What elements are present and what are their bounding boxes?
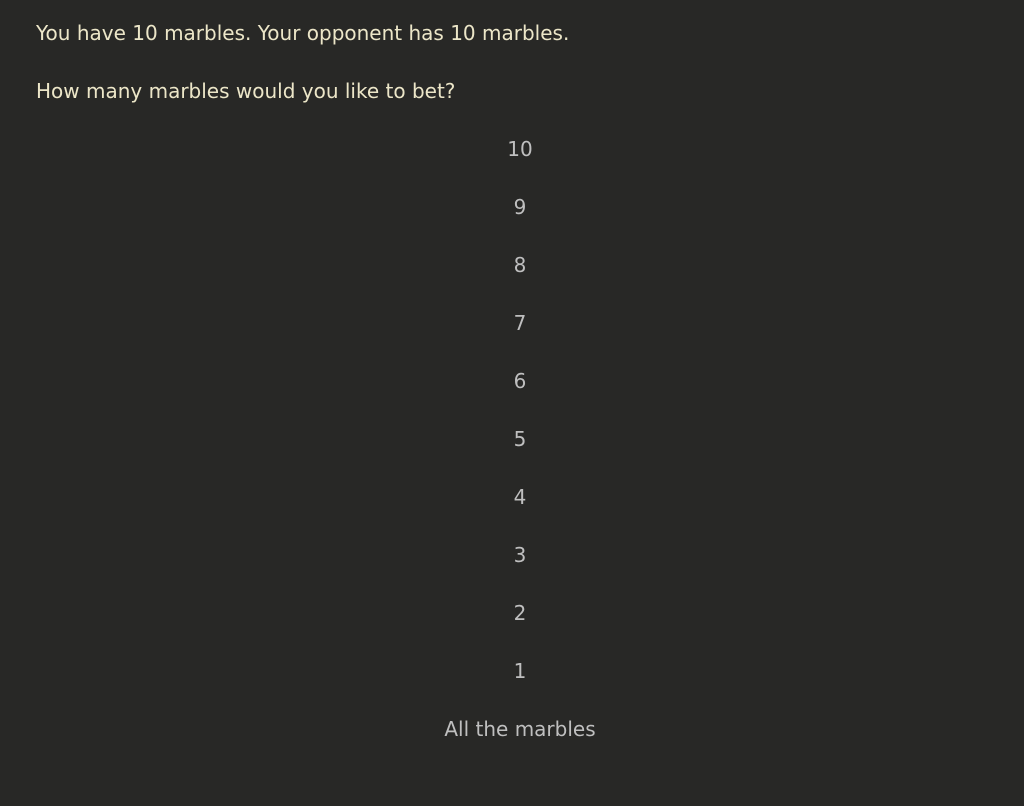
bet-option-7[interactable]: 7 xyxy=(513,311,527,335)
bet-option-8[interactable]: 8 xyxy=(513,253,527,277)
bet-option-1[interactable]: 1 xyxy=(513,659,527,683)
bet-options-list: 10 9 8 7 6 5 4 3 2 1 All the marbles xyxy=(36,120,1004,758)
bet-option-9[interactable]: 9 xyxy=(513,195,527,219)
bet-question: How many marbles would you like to bet? xyxy=(36,79,456,103)
bet-option-4[interactable]: 4 xyxy=(513,485,527,509)
bet-option-6[interactable]: 6 xyxy=(513,369,527,393)
bet-option-10[interactable]: 10 xyxy=(507,137,533,161)
bet-option-all-the-marbles[interactable]: All the marbles xyxy=(444,717,596,741)
bet-option-2[interactable]: 2 xyxy=(513,601,527,625)
bet-option-5[interactable]: 5 xyxy=(513,427,527,451)
bet-option-3[interactable]: 3 xyxy=(513,543,527,567)
marble-count-status: You have 10 marbles. Your opponent has 1… xyxy=(36,21,570,45)
